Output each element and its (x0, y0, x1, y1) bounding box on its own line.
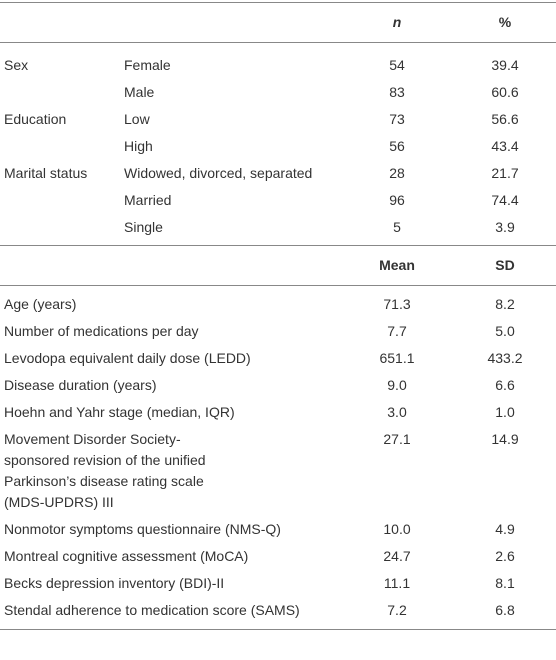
sd-cell: 4.9 (495, 521, 515, 537)
label-cell: Married (124, 192, 172, 208)
percent-cell: 43.4 (491, 138, 519, 154)
mean-cell: 3.0 (387, 404, 407, 420)
group-cell (0, 214, 120, 241)
header-cell: Mean (379, 257, 415, 273)
table-row: Marital status Widowed, divorced, separat… (0, 160, 556, 187)
table-row: Number of medications per day 7.7 5.0 (0, 318, 556, 345)
header-cell: SD (495, 257, 515, 273)
label-cell: Disease duration (years) (4, 377, 157, 393)
percent-cell: 21.7 (491, 165, 519, 181)
header-row: n % (0, 2, 556, 43)
table-row: Becks depression inventory (BDI)-II 11.1 8… (0, 570, 556, 597)
sd-cell: 5.0 (495, 323, 515, 339)
percent-cell: 39.4 (491, 57, 519, 73)
label-cell: Female (124, 57, 171, 73)
mean-cell: 10.0 (383, 521, 411, 537)
label-cell: Nonmotor symptoms questionnaire (NMS-Q) (4, 521, 281, 537)
group-cell (0, 133, 120, 160)
sd-cell: 6.8 (495, 602, 515, 618)
group-cell: Sex (4, 57, 29, 73)
mean-cell: 11.1 (383, 575, 411, 591)
table-row: Disease duration (years) 9.0 6.6 (0, 372, 556, 399)
table-row: Male 83 60.6 (0, 79, 556, 106)
label-cell: Age (years) (4, 296, 77, 312)
table-row: Hoehn and Yahr stage (median, IQR) 3.0 1.0 (0, 399, 556, 426)
table-body: Age (years) 71.3 8.2 Number of medications … (0, 286, 556, 630)
table-row: Married 96 74.4 (0, 187, 556, 214)
sd-cell: 8.2 (495, 296, 515, 312)
group-cell (0, 187, 120, 214)
sd-cell: 14.9 (491, 431, 519, 447)
sd-cell: 1.0 (495, 404, 515, 420)
label-cell: Hoehn and Yahr stage (median, IQR) (4, 404, 235, 420)
label-cell: Montreal cognitive assessment (MoCA) (4, 548, 249, 564)
label-cell: Widowed, divorced, separated (124, 165, 313, 181)
sd-cell: 433.2 (487, 350, 523, 366)
label-cell: Low (124, 111, 150, 127)
label-cell: Levodopa equivalent daily dose (LEDD) (4, 350, 251, 366)
sd-cell: 2.6 (495, 548, 515, 564)
mean-cell: 7.7 (387, 323, 407, 339)
n-cell: 5 (393, 219, 401, 235)
table-body: Sex Female 54 39.4 Male 83 60.6 Education Low 73 5… (0, 43, 556, 242)
table-row: Sex Female 54 39.4 (0, 43, 556, 80)
sd-cell: 6.6 (495, 377, 515, 393)
n-cell: 54 (389, 57, 405, 73)
header-cell (0, 3, 120, 43)
header-cell (120, 3, 340, 43)
percent-cell: 60.6 (491, 84, 519, 100)
mean-cell: 7.2 (387, 602, 407, 618)
n-cell: 56 (389, 138, 405, 154)
table-container: n % Sex Female 54 39.4 Male 83 60.6 Education Lo… (0, 2, 556, 630)
table-row: Levodopa equivalent daily dose (LEDD) 651… (0, 345, 556, 372)
group-cell: Education (4, 111, 67, 127)
label-cell: Becks depression inventory (BDI)-II (4, 575, 225, 591)
group-cell: Marital status (4, 165, 88, 181)
n-cell: 96 (389, 192, 405, 208)
table-row: Single 5 3.9 (0, 214, 556, 241)
mean-cell: 71.3 (383, 296, 411, 312)
header-cell: % (498, 14, 512, 30)
table-row: Montreal cognitive assessment (MoCA) 24.7… (0, 543, 556, 570)
mean-cell: 24.7 (383, 548, 411, 564)
percent-cell: 3.9 (495, 219, 515, 235)
percent-cell: 56.6 (491, 111, 519, 127)
header-cell (0, 246, 340, 286)
mean-cell: 651.1 (379, 350, 415, 366)
label-cell: High (124, 138, 153, 154)
header-cell: n (392, 14, 402, 30)
group-cell (0, 79, 120, 106)
table-row: High 56 43.4 (0, 133, 556, 160)
n-cell: 28 (389, 165, 405, 181)
mean-cell: 9.0 (387, 377, 407, 393)
clinical-table: Mean SD Age (years) 71.3 8.2 Number of medi… (0, 245, 556, 630)
sd-cell: 8.1 (495, 575, 515, 591)
table-row: Education Low 73 56.6 (0, 106, 556, 133)
label-cell: Movement Disorder Society-sponsored revi… (4, 431, 206, 510)
table-row: Nonmotor symptoms questionnaire (NMS-Q) 1… (0, 516, 556, 543)
percent-cell: 74.4 (491, 192, 519, 208)
label-cell: Single (124, 219, 163, 235)
n-cell: 83 (389, 84, 405, 100)
label-cell: Male (124, 84, 155, 100)
label-cell: Number of medications per day (4, 323, 199, 339)
mean-cell: 27.1 (383, 431, 411, 447)
header-row: Mean SD (0, 245, 556, 286)
demographics-table: n % Sex Female 54 39.4 Male 83 60.6 Education Lo… (0, 2, 556, 241)
table-row: Movement Disorder Society-sponsored revi… (0, 426, 556, 516)
n-cell: 73 (389, 111, 405, 127)
table-row: Stendal adherence to medication score (S… (0, 597, 556, 630)
label-cell: Stendal adherence to medication score (S… (4, 602, 300, 618)
table-row: Age (years) 71.3 8.2 (0, 286, 556, 319)
